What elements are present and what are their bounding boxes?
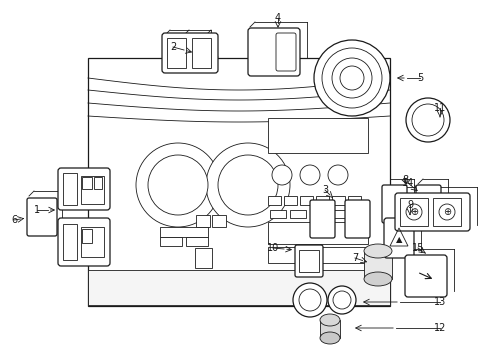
Bar (399, 198, 427, 226)
Text: 5: 5 (416, 73, 422, 83)
FancyBboxPatch shape (394, 193, 469, 231)
Circle shape (321, 48, 381, 108)
Text: 12: 12 (433, 323, 445, 333)
Circle shape (411, 104, 443, 136)
Bar (284, 196, 296, 205)
Text: 13: 13 (433, 297, 445, 307)
Bar (81, 176, 104, 204)
Circle shape (218, 155, 278, 215)
Ellipse shape (319, 314, 339, 326)
FancyBboxPatch shape (383, 218, 413, 258)
FancyBboxPatch shape (404, 255, 446, 297)
Text: 8: 8 (401, 175, 407, 185)
Bar (331, 196, 345, 205)
Circle shape (313, 40, 389, 116)
Text: ▲: ▲ (395, 235, 402, 244)
Bar (267, 118, 367, 153)
FancyBboxPatch shape (247, 28, 299, 76)
FancyBboxPatch shape (27, 198, 57, 236)
Text: 10: 10 (266, 243, 279, 253)
Text: 6: 6 (11, 215, 17, 225)
Bar (347, 196, 360, 205)
Ellipse shape (363, 244, 391, 258)
Circle shape (271, 165, 291, 185)
Text: 9: 9 (406, 200, 412, 210)
Ellipse shape (363, 272, 391, 286)
Bar (195, 248, 212, 268)
Circle shape (292, 283, 326, 317)
Circle shape (298, 289, 320, 311)
Bar (319, 320, 339, 338)
FancyBboxPatch shape (275, 33, 295, 71)
Circle shape (405, 98, 449, 142)
Circle shape (136, 143, 220, 227)
FancyBboxPatch shape (162, 33, 218, 73)
Bar (269, 210, 285, 218)
Bar (81, 227, 104, 257)
Circle shape (332, 291, 350, 309)
Bar (160, 227, 207, 237)
Circle shape (331, 58, 371, 98)
Bar (167, 38, 185, 68)
Bar (88, 58, 389, 306)
Bar (298, 250, 318, 272)
Bar (363, 251, 391, 279)
Bar (160, 237, 182, 246)
Circle shape (405, 204, 421, 220)
Text: 11: 11 (433, 103, 445, 113)
Text: 15: 15 (411, 243, 423, 253)
Bar (267, 222, 367, 244)
Bar (432, 198, 460, 226)
Bar (299, 196, 312, 205)
Circle shape (438, 204, 454, 220)
Text: 1: 1 (34, 205, 40, 215)
Bar (63, 173, 77, 205)
Text: 2: 2 (169, 42, 176, 52)
FancyBboxPatch shape (345, 200, 369, 238)
Circle shape (205, 143, 289, 227)
Bar (329, 210, 346, 218)
Text: ⊕: ⊕ (442, 207, 450, 217)
Circle shape (327, 165, 347, 185)
Bar (212, 215, 225, 227)
Bar (196, 215, 209, 227)
Bar (289, 210, 305, 218)
FancyBboxPatch shape (58, 168, 110, 210)
FancyBboxPatch shape (309, 200, 334, 238)
Text: 7: 7 (351, 253, 357, 263)
Bar (185, 237, 207, 246)
FancyBboxPatch shape (381, 185, 406, 223)
Bar (319, 247, 367, 263)
FancyBboxPatch shape (58, 218, 110, 266)
FancyBboxPatch shape (294, 245, 323, 277)
Bar (88, 270, 389, 305)
FancyBboxPatch shape (415, 185, 440, 223)
Circle shape (339, 66, 363, 90)
Bar (267, 196, 281, 205)
Circle shape (327, 286, 355, 314)
Circle shape (148, 155, 207, 215)
Bar (82, 177, 92, 189)
Bar (94, 177, 102, 189)
Text: 4: 4 (274, 13, 281, 23)
Ellipse shape (319, 332, 339, 344)
Bar (267, 247, 315, 263)
Bar (309, 210, 325, 218)
Circle shape (299, 165, 319, 185)
Text: 3: 3 (321, 185, 327, 195)
Bar (315, 196, 328, 205)
Bar (82, 229, 92, 243)
Bar (192, 38, 210, 68)
Text: ⊕: ⊕ (409, 207, 417, 217)
Text: 14: 14 (401, 178, 413, 188)
Bar (63, 224, 77, 260)
